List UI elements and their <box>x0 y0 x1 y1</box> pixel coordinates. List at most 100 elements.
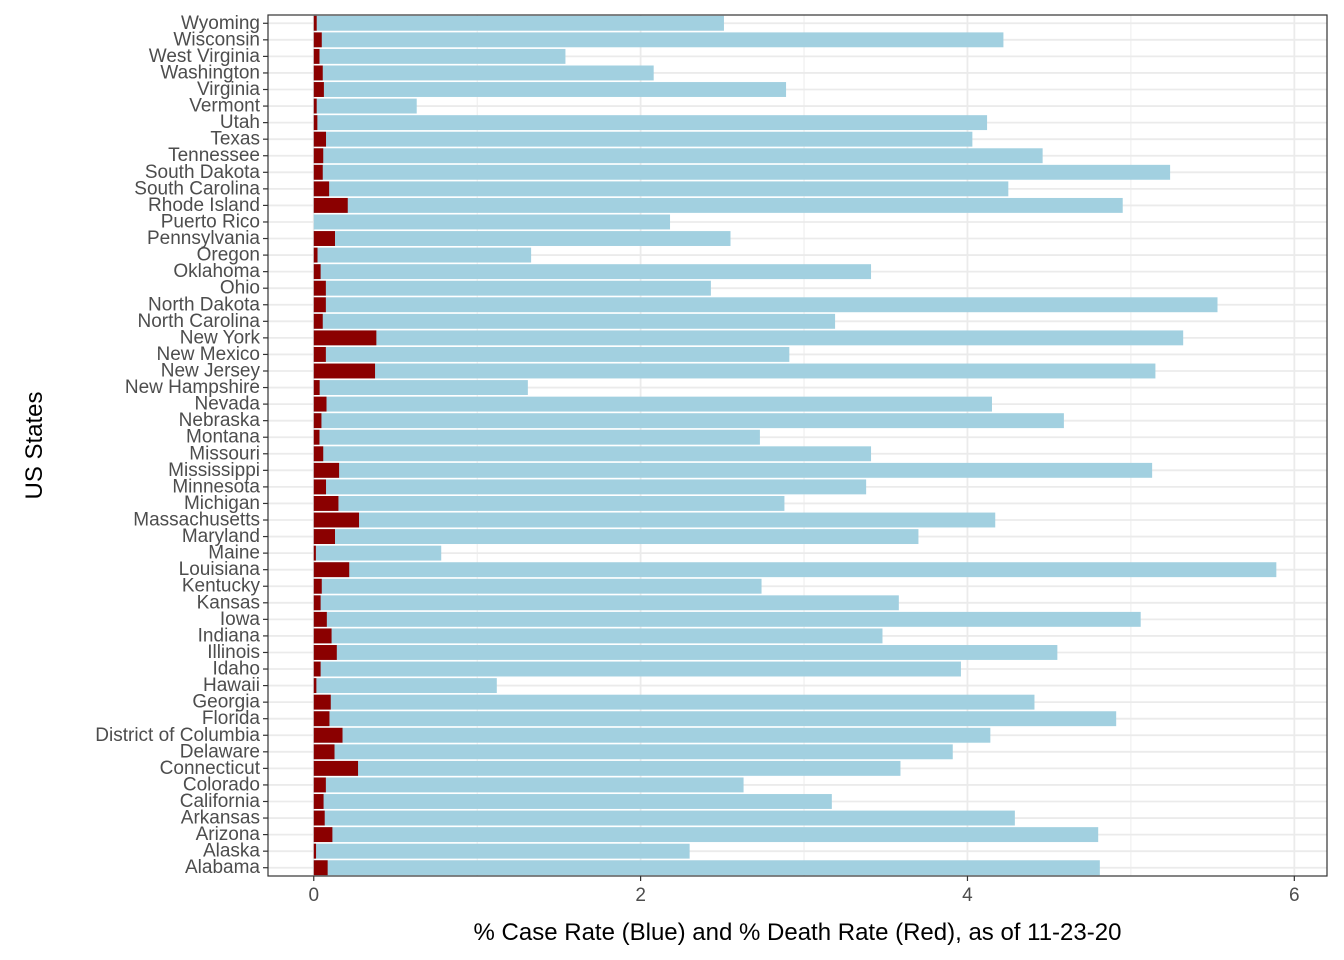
y-tick-label-south-dakota: South Dakota <box>145 162 261 183</box>
y-tick-label-wisconsin: Wisconsin <box>173 29 260 50</box>
case-bar-oregon <box>313 247 532 263</box>
case-bar-minnesota <box>313 479 867 495</box>
y-tick-label-district-of-columbia: District of Columbia <box>95 725 260 746</box>
death-bar-washington <box>313 65 323 81</box>
case-bar-virginia <box>313 82 787 97</box>
death-bar-new-york <box>313 330 377 346</box>
y-tick-label-missouri: Missouri <box>189 443 260 464</box>
death-bar-wyoming <box>313 15 317 31</box>
death-bar-hawaii <box>313 678 317 694</box>
y-tick-label-new-hampshire: New Hampshire <box>125 377 260 398</box>
y-tick-label-pennsylvania: Pennsylvania <box>147 228 260 249</box>
death-bar-oklahoma <box>313 264 321 280</box>
case-bar-georgia <box>313 694 1035 710</box>
y-tick-label-massachusetts: Massachusetts <box>133 510 260 531</box>
case-bar-south-carolina <box>313 181 1009 197</box>
death-bar-south-carolina <box>313 181 330 197</box>
y-tick-label-colorado: Colorado <box>183 774 260 795</box>
y-tick-label-utah: Utah <box>220 112 260 133</box>
case-bar-missouri <box>313 446 872 462</box>
y-tick-label-kentucky: Kentucky <box>182 576 261 597</box>
case-bar-west-virginia <box>313 48 566 64</box>
y-tick-label-south-carolina: South Carolina <box>134 178 260 199</box>
death-bar-florida <box>313 711 330 727</box>
y-tick-label-ohio: Ohio <box>220 278 260 299</box>
case-bar-louisiana <box>313 562 1277 578</box>
y-tick-label-maine: Maine <box>208 543 260 564</box>
y-tick-label-alaska: Alaska <box>203 841 260 862</box>
death-bar-idaho <box>313 661 321 677</box>
death-bar-vermont <box>313 98 317 114</box>
death-bar-california <box>313 794 324 809</box>
case-bar-pennsylvania <box>313 231 731 246</box>
case-bar-alabama <box>313 860 1100 876</box>
death-bar-arkansas <box>313 810 325 826</box>
death-bar-rhode-island <box>313 197 348 213</box>
y-tick-label-delaware: Delaware <box>180 741 260 762</box>
death-bar-virginia <box>313 82 324 97</box>
x-tick-label-4: 4 <box>962 885 973 906</box>
case-bar-kentucky <box>313 578 762 594</box>
death-bar-utah <box>313 115 318 131</box>
y-tick-label-georgia: Georgia <box>192 692 260 713</box>
y-tick-label-montana: Montana <box>186 427 260 448</box>
case-bar-connecticut <box>313 760 901 776</box>
y-tick-label-idaho: Idaho <box>212 659 260 680</box>
case-bar-wyoming <box>313 15 724 31</box>
case-rate-bars <box>313 15 1277 876</box>
case-bar-florida <box>313 711 1117 727</box>
case-bar-kansas <box>313 595 899 611</box>
y-tick-label-florida: Florida <box>202 708 261 729</box>
case-bar-mississippi <box>313 462 1153 478</box>
case-bar-indiana <box>313 628 883 644</box>
y-tick-label-north-dakota: North Dakota <box>148 294 260 315</box>
death-bar-pennsylvania <box>313 231 336 246</box>
x-tick-label-2: 2 <box>635 885 646 906</box>
death-bar-colorado <box>313 777 326 793</box>
case-bar-illinois <box>313 645 1058 660</box>
death-bar-missouri <box>313 446 324 462</box>
death-bar-alaska <box>313 843 317 859</box>
case-bar-maryland <box>313 529 919 545</box>
case-bar-arizona <box>313 827 1099 843</box>
death-bar-massachusetts <box>313 512 360 528</box>
y-tick-label-new-mexico: New Mexico <box>157 344 260 365</box>
case-bar-oklahoma <box>313 264 872 280</box>
y-tick-label-virginia: Virginia <box>197 79 260 100</box>
case-bar-nebraska <box>313 413 1064 429</box>
case-bar-arkansas <box>313 810 1015 826</box>
case-bar-new-mexico <box>313 346 790 362</box>
y-axis-ticks: AlabamaAlaskaArizonaArkansasCaliforniaCo… <box>95 13 268 878</box>
y-tick-label-tennessee: Tennessee <box>168 145 260 166</box>
death-bar-new-hampshire <box>313 380 320 395</box>
x-tick-label-0: 0 <box>308 885 319 906</box>
case-bar-north-carolina <box>313 313 836 329</box>
case-bar-new-hampshire <box>313 380 528 395</box>
death-bar-ohio <box>313 280 326 296</box>
y-tick-label-rhode-island: Rhode Island <box>148 195 260 216</box>
death-bar-alabama <box>313 860 328 876</box>
death-bar-louisiana <box>313 562 350 578</box>
plot-panel-border <box>267 14 1328 877</box>
death-bar-west-virginia <box>313 48 320 64</box>
death-bar-new-jersey <box>313 363 376 379</box>
case-bar-new-jersey <box>313 363 1156 379</box>
death-bar-maine <box>313 545 316 561</box>
y-tick-label-kansas: Kansas <box>197 592 260 613</box>
death-bar-tennessee <box>313 148 324 164</box>
y-tick-label-oklahoma: Oklahoma <box>173 261 260 282</box>
case-bar-delaware <box>313 744 953 760</box>
case-bar-washington <box>313 65 654 81</box>
y-tick-label-vermont: Vermont <box>189 96 260 117</box>
y-tick-label-iowa: Iowa <box>220 609 261 630</box>
y-tick-label-arizona: Arizona <box>196 824 261 845</box>
death-bar-montana <box>313 429 320 445</box>
y-tick-label-washington: Washington <box>160 62 260 83</box>
case-bar-idaho <box>313 661 961 677</box>
death-bar-delaware <box>313 744 335 760</box>
case-bar-district-of-columbia <box>313 727 991 743</box>
death-bar-texas <box>313 131 327 147</box>
case-bar-rhode-island <box>313 197 1123 213</box>
death-bar-new-mexico <box>313 346 326 362</box>
